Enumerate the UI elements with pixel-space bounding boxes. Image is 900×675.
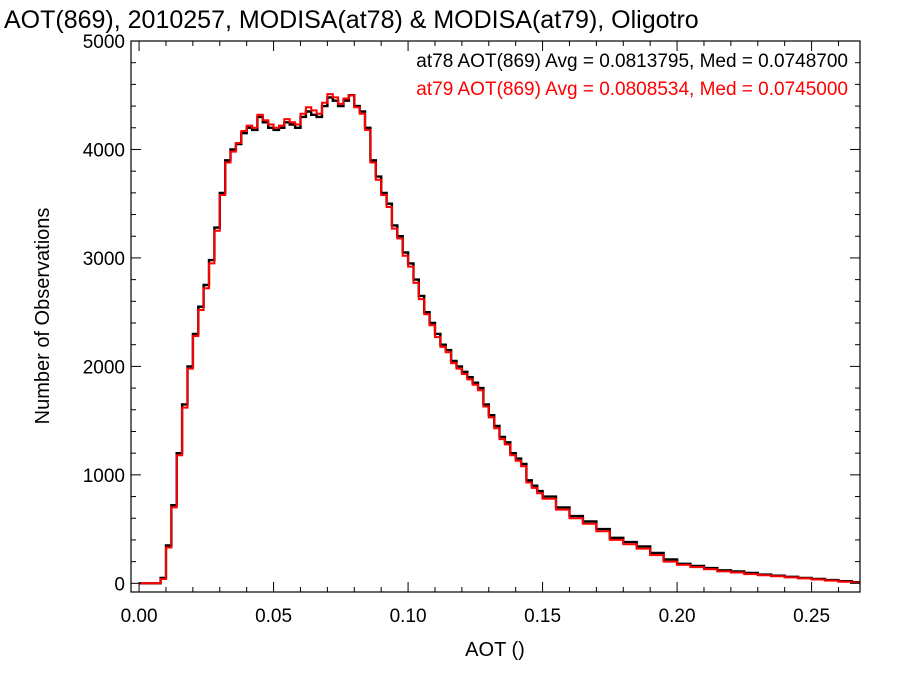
x-tick-label: 0.00 xyxy=(121,606,158,627)
x-tick-label: 0.05 xyxy=(255,606,292,627)
y-tick-label: 1000 xyxy=(83,466,125,487)
plot-frame xyxy=(130,40,861,593)
y-tick-label: 4000 xyxy=(83,140,125,161)
y-tick-label: 2000 xyxy=(83,357,125,378)
x-tick-label: 0.25 xyxy=(793,606,830,627)
y-tick-label: 0 xyxy=(114,574,125,595)
y-tick-label: 5000 xyxy=(83,32,125,53)
legend-at79: at79 AOT(869) Avg = 0.0808534, Med = 0.0… xyxy=(416,79,848,100)
x-tick-label: 0.15 xyxy=(524,606,561,627)
x-axis-label: AOT () xyxy=(465,639,525,661)
x-tick-label: 0.10 xyxy=(390,606,427,627)
y-axis-label: Number of Observations xyxy=(32,208,54,425)
chart-title: AOT(869), 2010257, MODISA(at78) & MODISA… xyxy=(4,6,699,34)
series-at79-line xyxy=(139,93,860,585)
legend-at78: at78 AOT(869) Avg = 0.0813795, Med = 0.0… xyxy=(416,51,848,72)
y-tick-label: 3000 xyxy=(83,249,125,270)
x-tick-label: 0.20 xyxy=(659,606,696,627)
series-at78-line xyxy=(139,94,860,585)
